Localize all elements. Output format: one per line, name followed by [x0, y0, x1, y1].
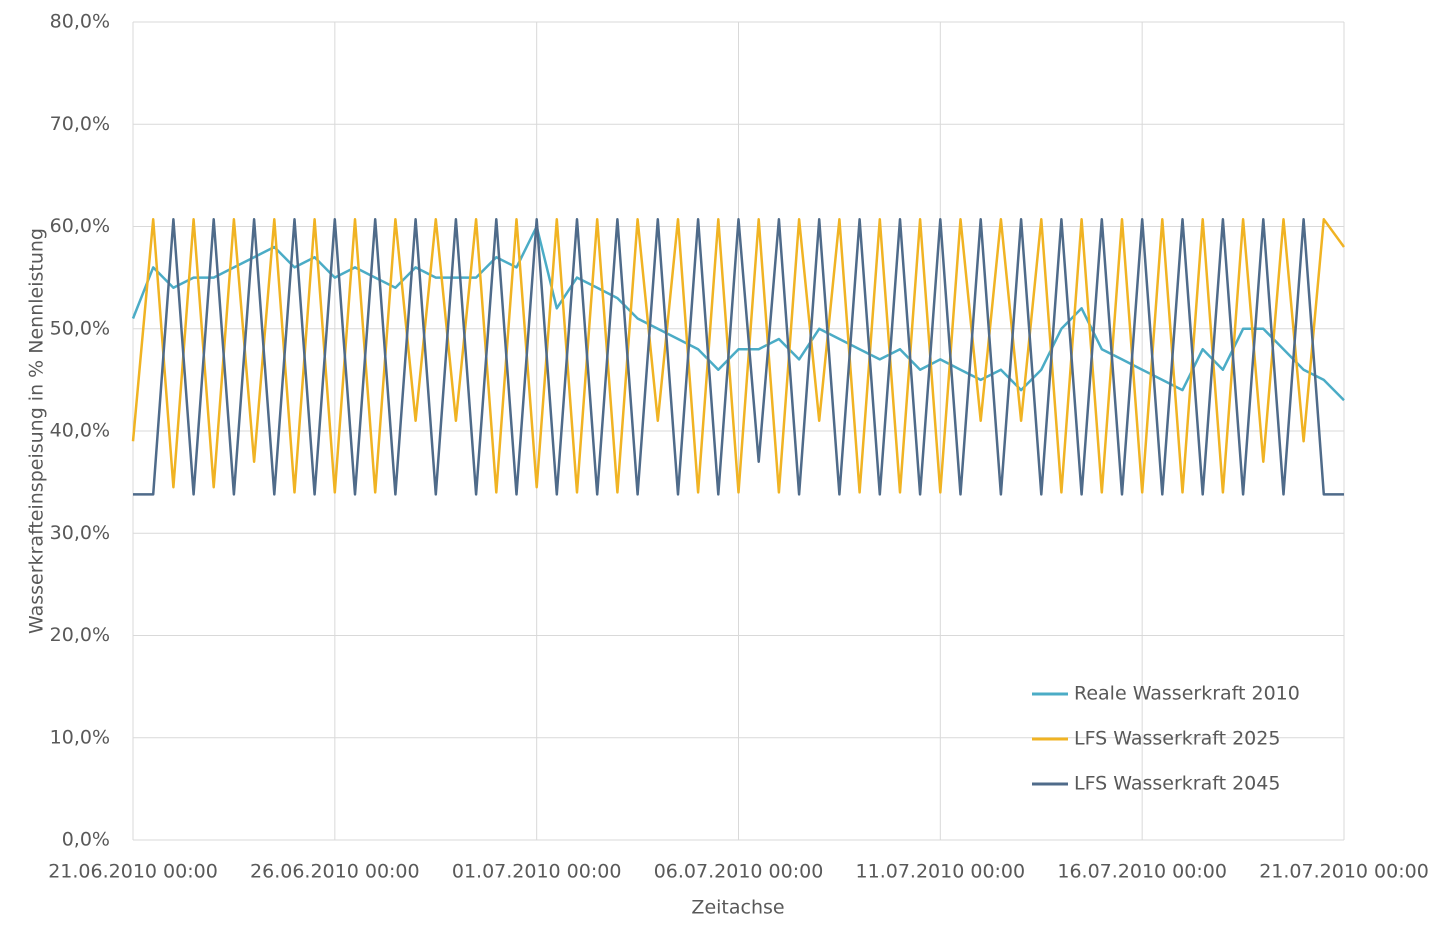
- x-tick-label: 11.07.2010 00:00: [856, 861, 1026, 883]
- y-tick-label: 20,0%: [50, 624, 110, 646]
- series-line: [131, 218, 1346, 494]
- x-tick-label: 26.06.2010 00:00: [250, 861, 420, 883]
- x-axis-title: Zeitachse: [691, 897, 784, 919]
- series-line: [131, 225, 1345, 402]
- y-tick-label: 70,0%: [50, 113, 110, 135]
- legend-label: LFS Wasserkraft 2045: [1074, 773, 1280, 795]
- y-tick-label: 80,0%: [50, 11, 110, 33]
- y-tick-label: 60,0%: [50, 215, 110, 237]
- x-tick-label: 01.07.2010 00:00: [452, 861, 622, 883]
- x-tick-label: 16.07.2010 00:00: [1057, 861, 1227, 883]
- y-tick-label: 0,0%: [62, 829, 110, 851]
- y-tick-label: 30,0%: [50, 522, 110, 544]
- x-tick-label: 21.06.2010 00:00: [48, 861, 218, 883]
- legend-label: LFS Wasserkraft 2025: [1074, 728, 1280, 750]
- x-tick-label: 06.07.2010 00:00: [654, 861, 824, 883]
- series-line: [133, 218, 1344, 496]
- y-tick-label: 10,0%: [50, 726, 110, 748]
- y-axis-title: Wasserkrafteinspeisung in % Nennleistung: [26, 228, 48, 634]
- x-tick-label: 21.07.2010 00:00: [1259, 861, 1429, 883]
- y-tick-label: 40,0%: [50, 420, 110, 442]
- y-tick-label: 50,0%: [50, 317, 110, 339]
- legend-label: Reale Wasserkraft 2010: [1074, 683, 1300, 705]
